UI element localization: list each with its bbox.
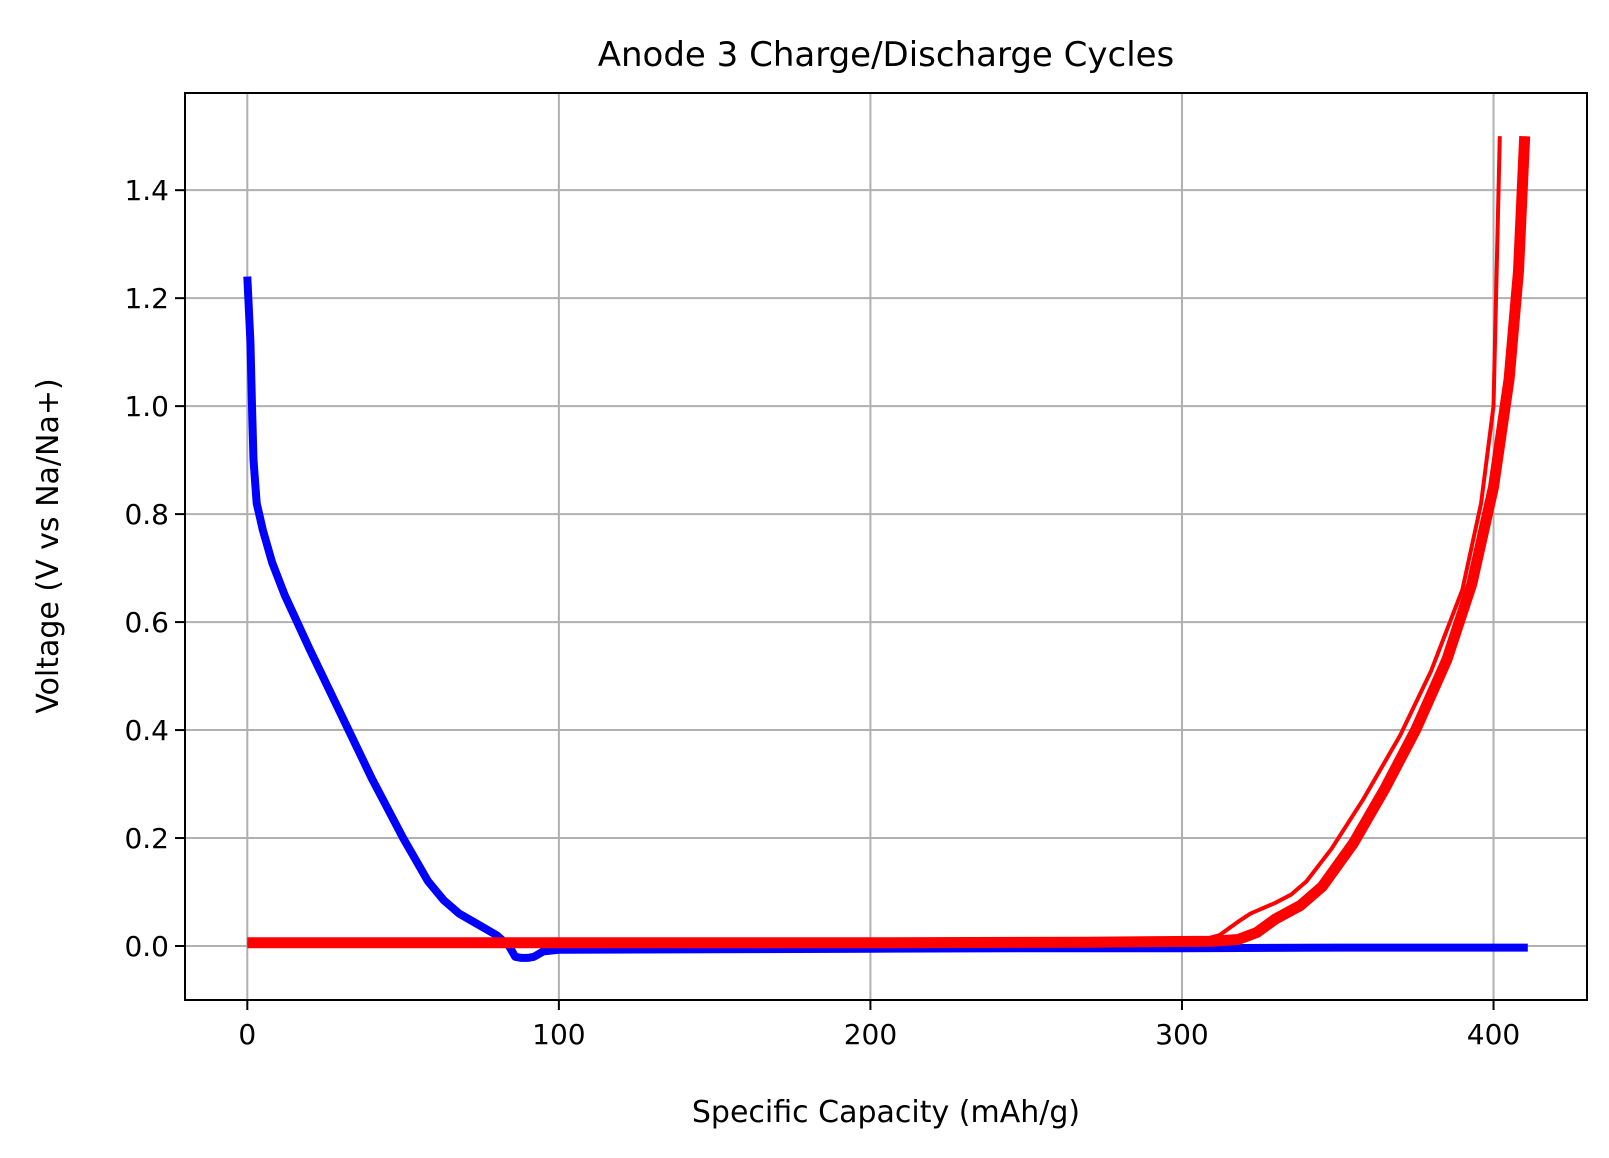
series-line-0 <box>243 276 1528 962</box>
x-axis-label: Specific Capacity (mAh/g) <box>692 1095 1080 1130</box>
y-tick-label: 1.2 <box>124 282 169 315</box>
y-tick-label: 0.0 <box>124 930 169 963</box>
x-tick-label: 300 <box>1155 1018 1208 1051</box>
y-axis-label: Voltage (V vs Na/Na+) <box>31 378 66 713</box>
y-tick-label: 1.4 <box>124 174 169 207</box>
x-tick-label: 0 <box>238 1018 256 1051</box>
axis-ticks: 0 100 200 300 400 0.0 0.2 0.4 0.6 0.8 1.0 1.2 1.4 <box>124 174 1520 1051</box>
grid <box>185 93 1587 1000</box>
y-tick-label: 0.6 <box>124 606 169 639</box>
series-line-1 <box>247 136 1502 945</box>
x-tick-label: 100 <box>532 1018 585 1051</box>
y-tick-label: 0.2 <box>124 822 169 855</box>
series-line-2 <box>247 135 1531 949</box>
y-tick-label: 0.4 <box>124 714 169 747</box>
x-tick-label: 400 <box>1467 1018 1520 1051</box>
x-tick-label: 200 <box>844 1018 897 1051</box>
chart-title: Anode 3 Charge/Discharge Cycles <box>598 35 1175 75</box>
y-tick-label: 0.8 <box>124 498 169 531</box>
plot-series <box>243 135 1531 962</box>
plot-frame <box>184 92 1588 1001</box>
y-tick-label: 1.0 <box>124 390 169 423</box>
